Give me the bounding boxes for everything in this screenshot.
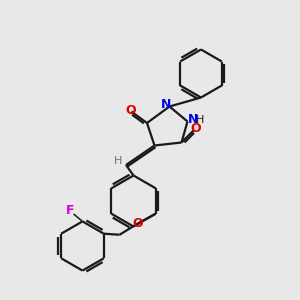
Text: O: O	[133, 218, 143, 230]
Text: F: F	[66, 203, 75, 217]
Text: O: O	[125, 104, 136, 117]
Text: N: N	[188, 112, 198, 126]
Text: H: H	[113, 156, 122, 167]
Text: H: H	[196, 115, 204, 125]
Text: O: O	[190, 122, 201, 135]
Text: N: N	[161, 98, 171, 111]
